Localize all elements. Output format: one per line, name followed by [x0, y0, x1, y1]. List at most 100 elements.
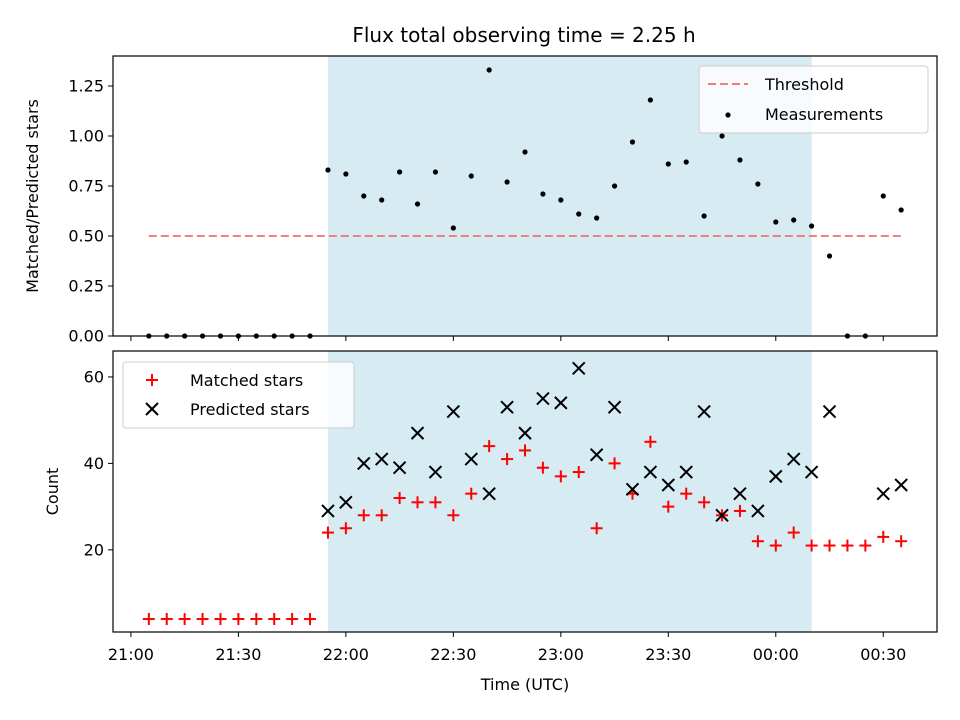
- predicted-star-point: [374, 452, 389, 466]
- matched-star-point: [608, 457, 621, 470]
- predicted-star-point: [464, 452, 478, 466]
- ratio-ytick-label: 0.75: [68, 177, 104, 196]
- measurement-point: [450, 225, 456, 231]
- ratio-ytick-label: 1.00: [68, 127, 104, 146]
- matched-star-point: [142, 613, 155, 626]
- count-xtick-label: 22:30: [430, 645, 476, 664]
- measurement-point: [504, 179, 510, 185]
- matched-star-point: [823, 539, 836, 552]
- measurement-point: [629, 139, 636, 145]
- matched-stars-points: [142, 435, 908, 626]
- predicted-star-point: [482, 486, 496, 501]
- predicted-star-point: [643, 465, 658, 479]
- matched-star-point: [321, 526, 334, 539]
- predicted-star-point: [446, 404, 461, 419]
- predicted-star-point: [518, 426, 532, 440]
- count-xtick-label: 23:00: [538, 645, 584, 664]
- measurement-point: [540, 191, 546, 197]
- matched-star-point: [662, 500, 675, 513]
- matched-star-point: [411, 496, 424, 509]
- count-panel-frame: [112, 350, 938, 633]
- predicted-stars-points: [321, 361, 908, 522]
- ratio-legend: Threshold Measurements: [698, 65, 929, 134]
- matched-star-point: [805, 539, 818, 552]
- count-xtick-label: 21:00: [108, 645, 154, 664]
- matched-star-point: [501, 453, 514, 466]
- predicted-star-point: [536, 391, 550, 406]
- matched-star-point: [769, 539, 782, 552]
- measurement-point: [397, 169, 403, 175]
- legend-predicted-swatch: [145, 402, 159, 416]
- count-y-label: Count: [43, 468, 62, 516]
- time-x-label: Time (UTC): [480, 675, 569, 694]
- legend-measurements-swatch: [725, 112, 731, 118]
- measurement-point: [576, 211, 582, 217]
- matched-star-point: [841, 539, 854, 552]
- measurement-point: [611, 183, 618, 189]
- predicted-star-point: [679, 465, 693, 479]
- predicted-star-point: [321, 504, 335, 518]
- count-panel: 20 40 60 21:00 21:30 22:00 22:30 23:00 23:30 00:0…: [43, 350, 938, 694]
- predicted-star-point: [894, 478, 908, 492]
- matched-star-point: [447, 509, 460, 522]
- matched-star-point: [232, 613, 245, 626]
- measurement-point: [773, 219, 779, 225]
- matched-star-point: [214, 613, 227, 626]
- matched-star-point: [877, 530, 890, 543]
- matched-star-point: [429, 496, 442, 509]
- measurement-point: [737, 157, 743, 163]
- measurement-point: [683, 159, 689, 165]
- count-legend-box: [122, 361, 355, 429]
- ratio-ytick-label: 0.25: [68, 277, 104, 296]
- measurement-point: [343, 171, 349, 177]
- measurement-point: [594, 215, 600, 221]
- count-xtick-label: 22:00: [323, 645, 369, 664]
- predicted-star-point: [589, 448, 604, 462]
- measurement-point: [898, 207, 904, 213]
- count-panel-ticks: 20 40 60 21:00 21:30 22:00 22:30 23:00 23:30 00:0…: [84, 367, 907, 664]
- predicted-star-point: [661, 478, 676, 492]
- measurement-point: [755, 181, 761, 187]
- predicted-star-point: [822, 404, 837, 419]
- legend-threshold-label: Threshold: [764, 75, 844, 94]
- predicted-star-point: [500, 400, 514, 414]
- measurement-point: [432, 169, 439, 175]
- measurement-point: [791, 217, 797, 223]
- measurement-point: [719, 133, 725, 139]
- matched-star-point: [178, 613, 191, 626]
- predicted-star-point: [339, 495, 353, 510]
- measurement-point: [379, 197, 385, 203]
- figure-title: Flux total observing time = 2.25 h: [352, 23, 695, 47]
- matched-star-point: [733, 504, 746, 517]
- count-ytick-label: 40: [84, 454, 104, 473]
- matched-star-point: [787, 526, 800, 539]
- observing-window-bottom: [327, 351, 812, 632]
- measurement-point: [468, 173, 474, 179]
- ratio-panel-ticks: 0.00 0.25 0.50 0.75 1.00 1.25: [68, 77, 884, 346]
- matched-star-point: [465, 487, 478, 500]
- measurement-point: [414, 201, 421, 207]
- predicted-star-point: [769, 469, 783, 484]
- predicted-star-point: [410, 426, 425, 440]
- matched-star-point: [250, 613, 263, 626]
- legend-predicted-label: Predicted stars: [190, 400, 310, 419]
- count-xtick-label: 00:30: [860, 645, 906, 664]
- matched-star-point: [680, 487, 693, 500]
- predicted-star-point: [572, 361, 586, 375]
- count-xtick-label: 23:30: [645, 645, 691, 664]
- count-xtick-label: 21:30: [215, 645, 261, 664]
- measurement-point: [325, 167, 331, 173]
- matched-star-point: [393, 491, 406, 504]
- matched-star-point: [895, 535, 908, 548]
- predicted-star-point: [786, 452, 801, 466]
- predicted-star-point: [876, 486, 890, 501]
- matched-star-point: [572, 466, 585, 479]
- matched-star-point: [859, 539, 872, 552]
- measurement-point: [809, 223, 815, 229]
- measurement-point: [486, 67, 492, 73]
- matched-star-point: [483, 440, 496, 453]
- matched-star-point: [304, 613, 317, 626]
- ratio-ytick-label: 0.50: [68, 227, 104, 246]
- ratio-panel-frame: [112, 55, 938, 337]
- count-ytick-label: 20: [84, 540, 104, 559]
